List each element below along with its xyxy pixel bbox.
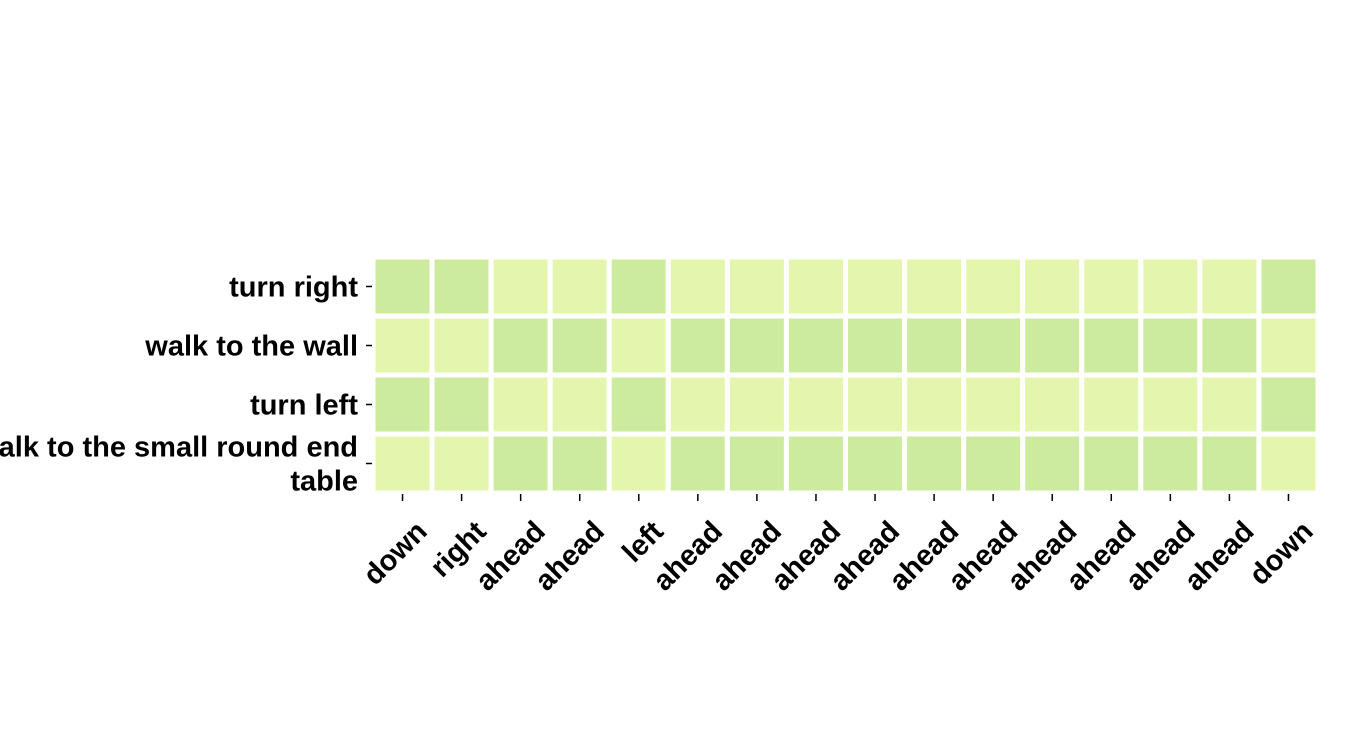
heatmap-cell-r2-c5 bbox=[665, 372, 730, 437]
heatmap-cell-r0-c4 bbox=[606, 254, 671, 319]
heatmap-cell-r1-c8 bbox=[843, 313, 908, 378]
heatmap-cell-r0-c12 bbox=[1079, 254, 1144, 319]
heatmap-cell-r3-c11 bbox=[1020, 431, 1085, 496]
heatmap-cell-r3-c9 bbox=[902, 431, 967, 496]
heatmap-cell-r2-c12 bbox=[1079, 372, 1144, 437]
heatmap-cell-r1-c15 bbox=[1256, 313, 1321, 378]
y-tick-label: walk to the small round end table bbox=[0, 432, 358, 498]
heatmap-cell-r3-c7 bbox=[783, 431, 848, 496]
heatmap-cell-r3-c2 bbox=[488, 431, 553, 496]
heatmap-cell-r0-c9 bbox=[902, 254, 967, 319]
heatmap-cell-r2-c9 bbox=[902, 372, 967, 437]
heatmap-cell-r3-c15 bbox=[1256, 431, 1321, 496]
y-tick-label: turn left bbox=[250, 390, 358, 422]
heatmap-cell-r1-c5 bbox=[665, 313, 730, 378]
heatmap-cell-r2-c14 bbox=[1197, 372, 1262, 437]
heatmap-cell-r3-c12 bbox=[1079, 431, 1144, 496]
heatmap-cell-r2-c6 bbox=[724, 372, 789, 437]
heatmap-cell-r0-c14 bbox=[1197, 254, 1262, 319]
heatmap-cell-r1-c3 bbox=[547, 313, 612, 378]
heatmap-cell-r0-c11 bbox=[1020, 254, 1085, 319]
heatmap-cell-r0-c5 bbox=[665, 254, 730, 319]
heatmap-cell-r0-c2 bbox=[488, 254, 553, 319]
heatmap-cell-r0-c1 bbox=[429, 254, 494, 319]
heatmap-cell-r2-c11 bbox=[1020, 372, 1085, 437]
heatmap-cell-r2-c4 bbox=[606, 372, 671, 437]
heatmap-cell-r0-c6 bbox=[724, 254, 789, 319]
heatmap-cell-r3-c10 bbox=[961, 431, 1026, 496]
heatmap-cell-r2-c10 bbox=[961, 372, 1026, 437]
y-axis-ticks bbox=[366, 285, 372, 465]
heatmap-cell-r2-c0 bbox=[370, 372, 435, 437]
heatmap-cell-r3-c4 bbox=[606, 431, 671, 496]
heatmap-cell-r2-c1 bbox=[429, 372, 494, 437]
x-axis-ticks bbox=[401, 494, 1290, 501]
heatmap-cell-r0-c15 bbox=[1256, 254, 1321, 319]
heatmap-cell-r2-c15 bbox=[1256, 372, 1321, 437]
y-tick-label: turn right bbox=[229, 272, 358, 304]
heatmap-cell-r2-c2 bbox=[488, 372, 553, 437]
heatmap-cell-r3-c8 bbox=[843, 431, 908, 496]
heatmap-cell-r1-c10 bbox=[961, 313, 1026, 378]
heatmap-cell-r3-c1 bbox=[429, 431, 494, 496]
heatmap-cell-r2-c7 bbox=[783, 372, 848, 437]
heatmap-cell-r3-c0 bbox=[370, 431, 435, 496]
heatmap-cell-r2-c13 bbox=[1138, 372, 1203, 437]
heatmap-cell-r1-c14 bbox=[1197, 313, 1262, 378]
x-tick-label: down bbox=[357, 515, 433, 591]
heatmap-cell-r1-c9 bbox=[902, 313, 967, 378]
heatmap-cell-r0-c0 bbox=[370, 254, 435, 319]
heatmap-cell-r2-c8 bbox=[843, 372, 908, 437]
heatmap-cell-r1-c7 bbox=[783, 313, 848, 378]
heatmap-cell-r1-c11 bbox=[1020, 313, 1085, 378]
heatmap-cell-r2-c3 bbox=[547, 372, 612, 437]
heatmap-cell-r0-c8 bbox=[843, 254, 908, 319]
heatmap-cell-r3-c14 bbox=[1197, 431, 1262, 496]
heatmap-cell-r3-c6 bbox=[724, 431, 789, 496]
heatmap-cell-r1-c4 bbox=[606, 313, 671, 378]
heatmap-cell-r1-c2 bbox=[488, 313, 553, 378]
y-axis-labels: turn right walk to the wall turn left walk … bbox=[0, 272, 358, 498]
heatmap-cells bbox=[370, 254, 1321, 496]
heatmap-cell-r1-c12 bbox=[1079, 313, 1144, 378]
heatmap-cell-r1-c1 bbox=[429, 313, 494, 378]
heatmap-cell-r3-c5 bbox=[665, 431, 730, 496]
heatmap-cell-r1-c0 bbox=[370, 313, 435, 378]
heatmap-cell-r1-c6 bbox=[724, 313, 789, 378]
x-tick-label: down bbox=[1243, 515, 1319, 591]
heatmap-cell-r0-c13 bbox=[1138, 254, 1203, 319]
heatmap-cell-r3-c3 bbox=[547, 431, 612, 496]
y-tick-label: walk to the wall bbox=[144, 331, 358, 363]
heatmap-cell-r0-c10 bbox=[961, 254, 1026, 319]
heatmap-cell-r0-c7 bbox=[783, 254, 848, 319]
heatmap-cell-r0-c3 bbox=[547, 254, 612, 319]
heatmap-cell-r1-c13 bbox=[1138, 313, 1203, 378]
heatmap-cell-r3-c13 bbox=[1138, 431, 1203, 496]
